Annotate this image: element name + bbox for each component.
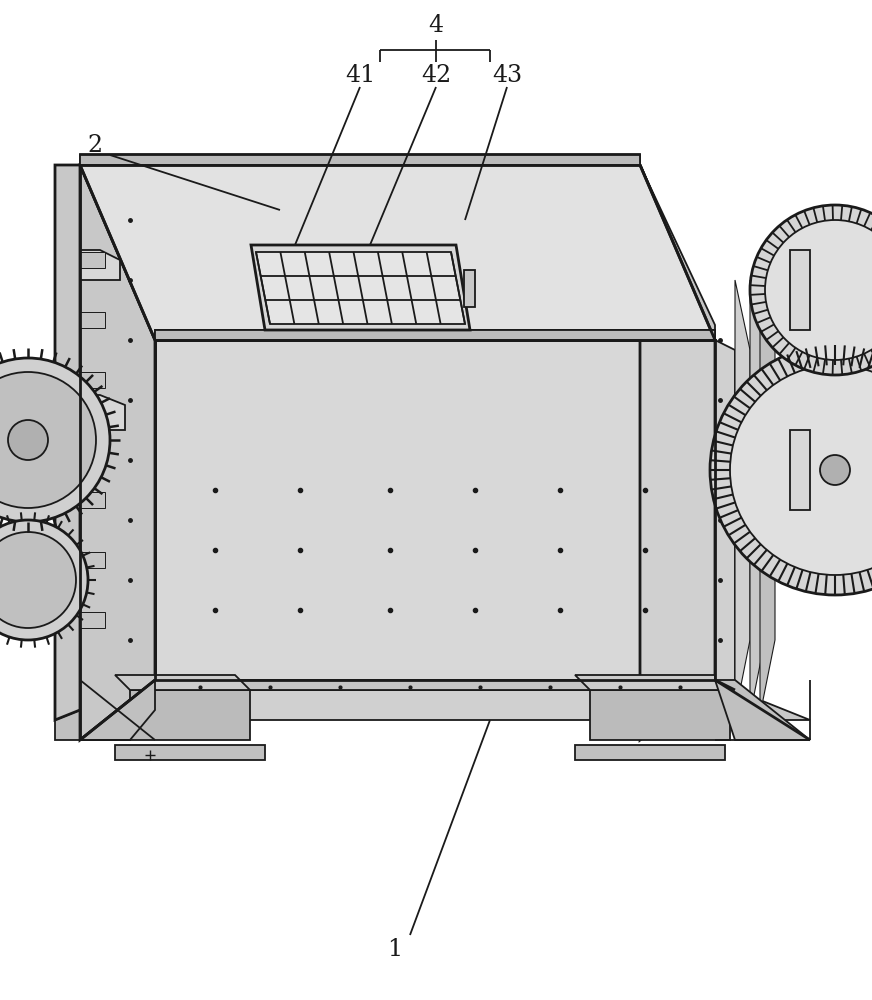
Circle shape (750, 205, 872, 375)
Circle shape (765, 220, 872, 360)
Polygon shape (715, 340, 735, 690)
Polygon shape (80, 612, 105, 628)
Circle shape (710, 345, 872, 595)
Polygon shape (130, 680, 735, 690)
Text: 1: 1 (387, 938, 403, 962)
Text: 41: 41 (344, 64, 375, 87)
Polygon shape (80, 250, 120, 280)
Circle shape (8, 420, 48, 460)
Polygon shape (80, 552, 105, 568)
Polygon shape (155, 340, 715, 680)
Polygon shape (115, 675, 250, 690)
Polygon shape (790, 430, 810, 510)
Polygon shape (55, 690, 735, 720)
Polygon shape (735, 280, 750, 715)
Polygon shape (80, 155, 640, 165)
Polygon shape (80, 154, 640, 165)
Polygon shape (760, 280, 775, 715)
Polygon shape (715, 680, 810, 740)
Polygon shape (130, 690, 250, 740)
Polygon shape (55, 680, 155, 720)
Polygon shape (750, 280, 765, 715)
Polygon shape (80, 165, 155, 740)
Polygon shape (55, 165, 130, 720)
Polygon shape (640, 165, 715, 720)
Polygon shape (80, 372, 105, 388)
Polygon shape (55, 690, 130, 740)
Polygon shape (155, 330, 715, 340)
Text: 42: 42 (421, 64, 451, 87)
Circle shape (730, 365, 872, 575)
Text: 4: 4 (428, 13, 444, 36)
Polygon shape (80, 312, 105, 328)
Polygon shape (80, 165, 715, 340)
Polygon shape (640, 165, 715, 740)
Polygon shape (735, 690, 810, 720)
Polygon shape (590, 690, 730, 740)
Text: 43: 43 (492, 64, 522, 87)
Polygon shape (251, 245, 470, 330)
Polygon shape (80, 492, 105, 508)
Polygon shape (80, 252, 105, 268)
Circle shape (820, 455, 850, 485)
Polygon shape (790, 250, 810, 330)
Polygon shape (155, 330, 715, 340)
Polygon shape (115, 745, 265, 760)
Circle shape (0, 520, 88, 640)
Circle shape (0, 372, 96, 508)
Polygon shape (80, 432, 105, 448)
Polygon shape (464, 270, 475, 307)
Polygon shape (640, 165, 715, 340)
Circle shape (0, 532, 76, 628)
Polygon shape (575, 675, 730, 690)
Polygon shape (80, 680, 155, 740)
Circle shape (0, 358, 110, 522)
Polygon shape (256, 252, 465, 324)
Polygon shape (575, 745, 725, 760)
Polygon shape (80, 395, 125, 430)
Text: 2: 2 (87, 133, 103, 156)
